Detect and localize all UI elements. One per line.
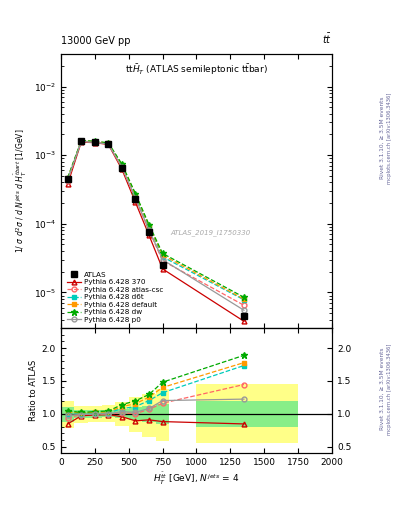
Pythia 6.428 atlas-csc	[79, 138, 84, 144]
ATLAS	[147, 229, 151, 236]
Pythia 6.428 370	[160, 266, 165, 272]
Pythia 6.428 atlas-csc	[106, 141, 111, 147]
Pythia 6.428 d6t	[79, 138, 84, 144]
Pythia 6.428 p0	[106, 141, 111, 147]
Pythia 6.428 d6t	[119, 163, 124, 169]
Y-axis label: Ratio to ATLAS: Ratio to ATLAS	[29, 360, 37, 421]
Pythia 6.428 d6t	[242, 297, 246, 303]
Pythia 6.428 dw	[160, 250, 165, 257]
Pythia 6.428 atlas-csc	[147, 227, 151, 233]
Text: $t\bar{t}$: $t\bar{t}$	[322, 32, 332, 46]
Pythia 6.428 370	[147, 232, 151, 239]
Pythia 6.428 d6t	[133, 193, 138, 199]
Pythia 6.428 d6t	[106, 141, 111, 147]
Pythia 6.428 370	[133, 199, 138, 205]
Line: Pythia 6.428 atlas-csc: Pythia 6.428 atlas-csc	[65, 139, 246, 308]
ATLAS	[92, 139, 97, 145]
Pythia 6.428 370	[79, 139, 84, 145]
X-axis label: $H_T^{\bar{t}t{}}$ [GeV], $N^{jets}$ = 4: $H_T^{\bar{t}t{}}$ [GeV], $N^{jets}$ = 4	[153, 471, 240, 487]
Pythia 6.428 default	[147, 223, 151, 229]
Line: Pythia 6.428 dw: Pythia 6.428 dw	[64, 137, 247, 301]
Pythia 6.428 default	[160, 252, 165, 258]
Y-axis label: 1/ $\sigma$ $d^2\sigma$ / $d$ $N^{jets}$ $d$ $H_T^{\bar{t}bar{t}}$ [1/GeV]: 1/ $\sigma$ $d^2\sigma$ / $d$ $N^{jets}$…	[13, 129, 29, 253]
Pythia 6.428 p0	[147, 227, 151, 233]
Text: ATLAS_2019_I1750330: ATLAS_2019_I1750330	[170, 229, 250, 236]
Line: Pythia 6.428 370: Pythia 6.428 370	[65, 140, 246, 324]
Pythia 6.428 dw	[65, 175, 70, 181]
Pythia 6.428 default	[242, 296, 246, 302]
Line: ATLAS: ATLAS	[65, 138, 247, 319]
Text: Rivet 3.1.10, ≥ 3.5M events: Rivet 3.1.10, ≥ 3.5M events	[380, 348, 384, 431]
Pythia 6.428 dw	[92, 138, 97, 144]
Pythia 6.428 default	[65, 175, 70, 181]
Pythia 6.428 default	[119, 162, 124, 168]
ATLAS	[242, 313, 246, 319]
Pythia 6.428 370	[65, 181, 70, 187]
Text: 13000 GeV pp: 13000 GeV pp	[61, 36, 130, 46]
Line: Pythia 6.428 d6t: Pythia 6.428 d6t	[65, 139, 246, 302]
Pythia 6.428 dw	[106, 140, 111, 146]
Pythia 6.428 default	[92, 138, 97, 144]
Pythia 6.428 dw	[79, 138, 84, 144]
Pythia 6.428 atlas-csc	[242, 302, 246, 308]
Pythia 6.428 p0	[160, 257, 165, 263]
Text: Rivet 3.1.10, ≥ 3.5M events: Rivet 3.1.10, ≥ 3.5M events	[380, 97, 384, 180]
Pythia 6.428 atlas-csc	[119, 164, 124, 170]
Pythia 6.428 p0	[242, 307, 246, 313]
Pythia 6.428 p0	[92, 139, 97, 145]
ATLAS	[133, 196, 138, 202]
Pythia 6.428 atlas-csc	[92, 139, 97, 145]
Line: Pythia 6.428 default: Pythia 6.428 default	[65, 138, 246, 302]
Pythia 6.428 default	[106, 140, 111, 146]
Pythia 6.428 370	[242, 318, 246, 324]
ATLAS	[65, 176, 70, 182]
Pythia 6.428 atlas-csc	[133, 196, 138, 202]
Pythia 6.428 d6t	[147, 224, 151, 230]
Pythia 6.428 370	[92, 140, 97, 146]
Legend: ATLAS, Pythia 6.428 370, Pythia 6.428 atlas-csc, Pythia 6.428 d6t, Pythia 6.428 : ATLAS, Pythia 6.428 370, Pythia 6.428 at…	[64, 269, 165, 325]
Pythia 6.428 d6t	[160, 254, 165, 260]
Pythia 6.428 p0	[79, 138, 84, 144]
ATLAS	[119, 165, 124, 171]
Pythia 6.428 p0	[133, 195, 138, 201]
ATLAS	[160, 262, 165, 268]
Pythia 6.428 default	[133, 191, 138, 198]
Text: mcplots.cern.ch [arXiv:1306.3436]: mcplots.cern.ch [arXiv:1306.3436]	[387, 93, 391, 184]
Pythia 6.428 dw	[119, 161, 124, 167]
Text: tt$\bar{H}_T$ (ATLAS semileptonic t$\bar{\text{t}}$bar): tt$\bar{H}_T$ (ATLAS semileptonic t$\bar…	[125, 62, 268, 77]
Pythia 6.428 370	[106, 141, 111, 147]
Pythia 6.428 default	[79, 138, 84, 144]
Text: mcplots.cern.ch [arXiv:1306.3436]: mcplots.cern.ch [arXiv:1306.3436]	[387, 344, 391, 435]
Pythia 6.428 p0	[65, 177, 70, 183]
ATLAS	[106, 141, 111, 147]
Pythia 6.428 dw	[147, 222, 151, 228]
Pythia 6.428 atlas-csc	[160, 258, 165, 264]
Line: Pythia 6.428 p0: Pythia 6.428 p0	[65, 139, 246, 313]
Pythia 6.428 370	[119, 166, 124, 173]
Pythia 6.428 dw	[242, 294, 246, 301]
Pythia 6.428 d6t	[65, 176, 70, 182]
Pythia 6.428 atlas-csc	[65, 178, 70, 184]
Pythia 6.428 d6t	[92, 139, 97, 145]
Pythia 6.428 p0	[119, 164, 124, 170]
Pythia 6.428 dw	[133, 190, 138, 197]
ATLAS	[79, 138, 84, 144]
